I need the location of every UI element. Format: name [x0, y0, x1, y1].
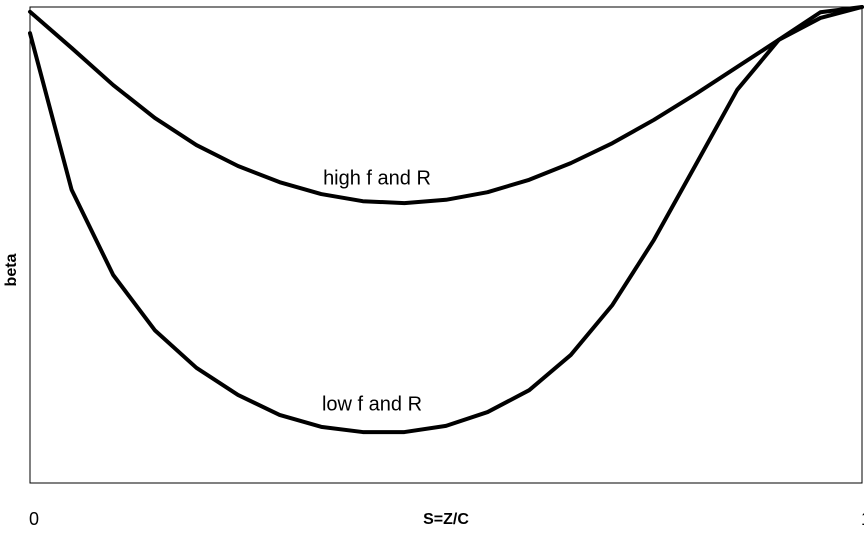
annotation: high f and R	[323, 167, 431, 189]
annotation: low f and R	[322, 393, 422, 415]
x-axis-title: S=Z/C	[423, 511, 469, 528]
x-tick-label: 0	[29, 509, 39, 529]
plot-frame	[29, 6, 863, 484]
x-tick-label: 1	[861, 509, 864, 529]
line-series	[28, 5, 864, 206]
line-series	[28, 5, 864, 435]
y-axis-title: beta	[3, 253, 20, 286]
